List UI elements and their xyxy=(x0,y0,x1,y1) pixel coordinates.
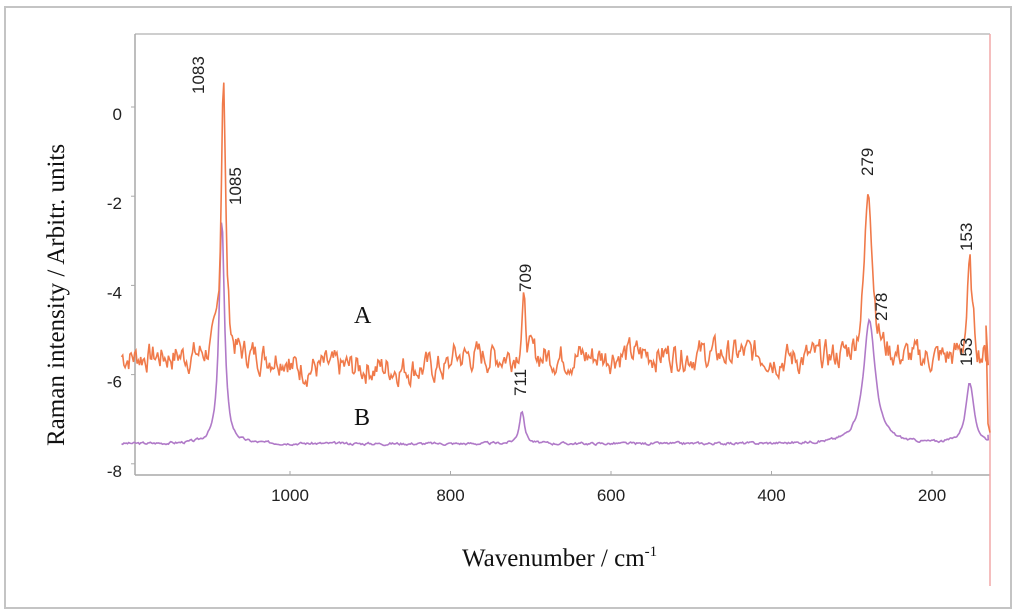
y-tick-label: -4 xyxy=(107,283,122,302)
y-tick-label: -6 xyxy=(107,373,122,392)
x-tick-label: 600 xyxy=(597,486,625,505)
x-tick-label: 800 xyxy=(436,486,464,505)
series-a-label: A xyxy=(354,303,372,329)
peak-label-a-279: 279 xyxy=(858,148,877,176)
peak-label-a-153: 153 xyxy=(957,223,976,251)
x-axis-title: Wavenumber / cm-1 xyxy=(462,544,657,572)
x-tick-label: 200 xyxy=(918,486,946,505)
x-axis-title-sup: -1 xyxy=(645,544,658,560)
y-tick-label: -2 xyxy=(107,194,122,213)
y-axis-title: Raman intensity / Arbitr. units xyxy=(43,144,70,446)
y-axis-ticks: 0 -2 -4 -6 -8 xyxy=(107,105,135,481)
y-tick-label: -8 xyxy=(107,462,122,481)
x-axis-ticks: 1000 800 600 400 200 xyxy=(271,471,946,505)
peak-label-b-711: 711 xyxy=(511,369,530,396)
peak-label-b-278: 278 xyxy=(872,293,891,321)
x-axis-title-main: Wavenumber / cm xyxy=(462,545,645,572)
x-tick-label: 400 xyxy=(757,486,785,505)
peak-label-a-709: 709 xyxy=(516,264,535,292)
figure-frame xyxy=(4,6,1012,609)
series-b-line xyxy=(121,222,990,447)
peak-label-b-153: 153 xyxy=(957,338,976,366)
peak-label-b-1085: 1085 xyxy=(226,167,245,205)
y-tick-label: 0 xyxy=(113,105,122,124)
series-b-label: B xyxy=(354,405,370,431)
peak-label-a-1083: 1083 xyxy=(189,56,208,94)
x-tick-label: 1000 xyxy=(271,486,309,505)
series-a-line xyxy=(120,82,991,433)
